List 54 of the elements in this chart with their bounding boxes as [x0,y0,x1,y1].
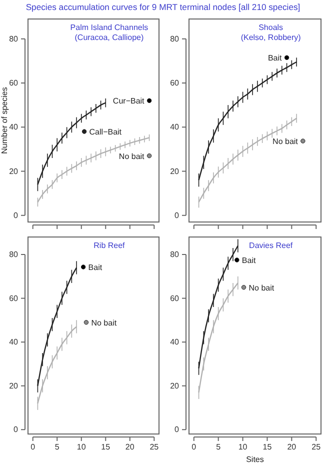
series-label: Bait [88,262,103,272]
x-tick-label: 15 [262,442,272,452]
y-tick-label: 60 [170,78,180,88]
y-tick-label: 0 [174,210,180,220]
y-tick-label: 0 [14,425,19,434]
y-tick-label: 40 [9,338,19,347]
annotation: Davies Reef [249,241,294,250]
y-tick-label: 80 [9,34,19,44]
y-tick-label: 60 [170,294,180,303]
annotation: Rib Reef [94,241,126,250]
y-tick-label: 40 [170,338,180,347]
y-tick-label: 80 [9,250,19,260]
y-tick-label: 40 [9,122,19,132]
y-tick-label: 0 [14,210,19,220]
y-tick-label: 80 [170,250,180,260]
x-tick-label: 0 [192,442,197,452]
chart-title: Species accumulation curves for 9 MRT terminal nodes [all 210 species] [26,2,300,12]
series-label: No bait [91,318,118,328]
y-tick-label: 20 [9,381,19,390]
series-label: No bait [118,152,146,161]
annotation: (Curacoa, Calliope) [74,33,144,42]
y-tick-label: 60 [9,294,19,303]
y-tick-label: 20 [9,166,19,176]
x-tick-label: 10 [76,442,86,452]
x-tick-label: 25 [150,442,160,452]
series-label: Bait [268,54,283,63]
series-label: Bait [242,256,256,265]
series-label: Cur−Bait [112,96,146,106]
x-tick-label: 25 [312,442,322,452]
y-tick-label: 20 [170,166,180,176]
series-label: No bait [248,283,275,292]
x-tick-label: 0 [30,442,36,452]
annotation: Palm Island Channels [70,23,148,32]
y-tick-label: 60 [9,78,19,88]
x-tick-label: 15 [101,442,111,452]
x-tick-label: 20 [287,442,297,452]
point [146,98,152,103]
series-label: No bait [272,137,299,146]
y-tick-label: 80 [170,34,180,44]
x-axis-title: Sites [246,455,264,464]
annotation: Shoals [258,23,284,32]
annotation: (Kelso, Robbery) [240,33,302,42]
line-series [37,137,150,203]
x-tick-label: 10 [238,442,248,452]
point [146,153,152,158]
x-tick-label: 20 [125,442,135,452]
x-tick-label: 5 [54,442,60,452]
point [82,129,87,134]
y-tick-label: 0 [174,425,180,434]
y-tick-label: 20 [170,381,180,390]
x-tick-label: 5 [216,442,222,452]
series-label: Call−Bait [89,128,122,137]
y-tick-label: 40 [170,122,180,132]
y-axis-title: Number of species [0,87,9,154]
